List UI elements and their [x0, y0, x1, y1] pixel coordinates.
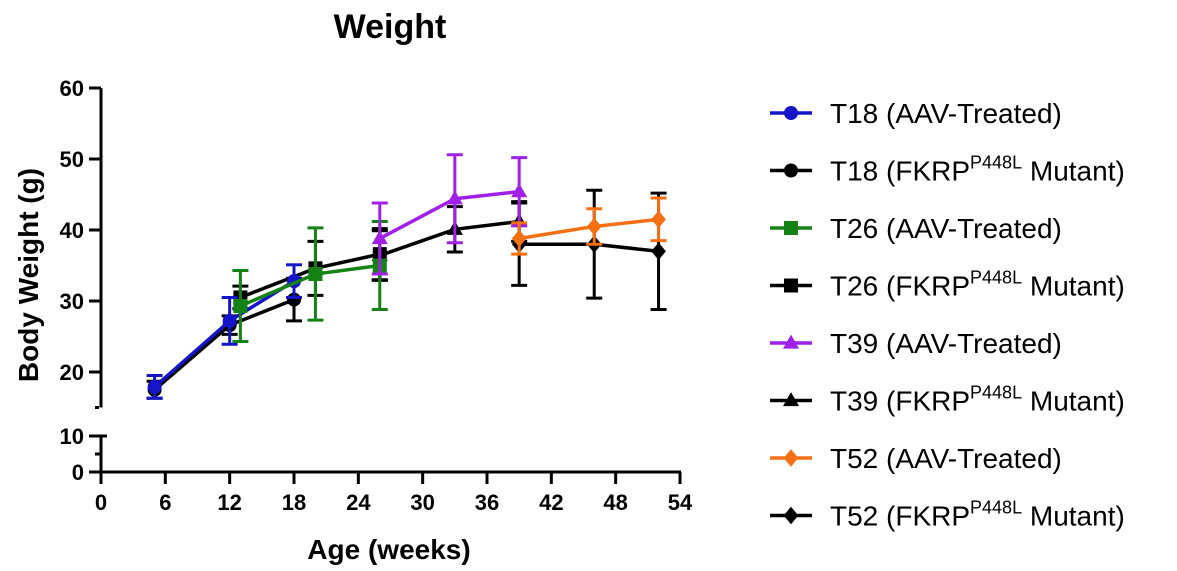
legend-item-8: T52 (FKRPP448L Mutant) — [770, 498, 1125, 532]
legend-item-3: T26 (AAV-Treated) — [770, 213, 1062, 244]
y-tick-label: 0 — [72, 460, 84, 485]
data-point-circle — [147, 379, 162, 394]
legend-label: T39 (FKRPP448L Mutant) — [830, 383, 1125, 417]
series-7 — [511, 196, 667, 256]
y-tick-label: 20 — [60, 360, 84, 385]
y-tick-label: 30 — [60, 289, 84, 314]
data-point-circle — [222, 313, 237, 328]
legend-label-text: T39 (FKRP — [830, 386, 970, 417]
legend-label: T26 (AAV-Treated) — [830, 213, 1062, 244]
legend-label-text: T52 (FKRP — [830, 501, 970, 532]
legend-item-6: T39 (FKRPP448L Mutant) — [770, 383, 1125, 417]
data-point-diamond — [511, 229, 527, 248]
x-tick-label: 6 — [159, 490, 171, 515]
y-tick-label: 10 — [60, 424, 84, 449]
y-tick-label: 40 — [60, 218, 84, 243]
legend-label-text: Mutant) — [1022, 156, 1125, 187]
series-6 — [371, 200, 528, 282]
data-point-diamond — [651, 210, 666, 229]
legend-label-superscript: P448L — [970, 498, 1022, 518]
x-tick-label: 36 — [475, 490, 499, 515]
series-5 — [371, 153, 528, 276]
legend-label-text: T26 (AAV-Treated) — [830, 213, 1062, 244]
plot-area — [146, 153, 667, 400]
legend-label-text: Mutant) — [1022, 501, 1125, 532]
legend-label-text: T26 (FKRP — [830, 271, 970, 302]
data-point-triangle — [782, 334, 800, 349]
legend-label-text: T52 (AAV-Treated) — [830, 443, 1062, 474]
legend-label-text: T18 (AAV-Treated) — [830, 98, 1062, 129]
data-point-square — [784, 221, 798, 235]
x-tick-label: 30 — [410, 490, 434, 515]
data-point-square — [308, 267, 323, 282]
chart-title: Weight — [334, 8, 447, 46]
legend-label-superscript: P448L — [970, 153, 1022, 173]
legend-label: T26 (FKRPP448L Mutant) — [830, 268, 1125, 302]
y-axis-label: Body Weight (g) — [13, 168, 44, 382]
data-point-diamond — [586, 217, 602, 236]
legend-label: T39 (AAV-Treated) — [830, 328, 1062, 359]
legend-item-1: T18 (AAV-Treated) — [770, 98, 1062, 129]
legend-label-text: Mutant) — [1022, 271, 1125, 302]
data-point-triangle — [371, 230, 388, 245]
data-point-circle — [784, 106, 798, 120]
data-point-triangle — [782, 392, 800, 407]
legend-label: T18 (AAV-Treated) — [830, 98, 1062, 129]
legend-item-4: T26 (FKRPP448L Mutant) — [770, 268, 1125, 302]
legend-label-superscript: P448L — [970, 268, 1022, 288]
legend-label: T18 (FKRPP448L Mutant) — [830, 153, 1125, 187]
legend-label-text: Mutant) — [1022, 386, 1125, 417]
x-tick-label: 12 — [217, 490, 241, 515]
data-point-diamond — [783, 506, 799, 525]
legend: T18 (AAV-Treated)T18 (FKRPP448L Mutant)T… — [770, 98, 1125, 532]
data-point-triangle — [511, 183, 528, 198]
x-tick-label: 42 — [539, 490, 563, 515]
data-point-triangle — [446, 190, 463, 205]
x-tick-label: 0 — [95, 490, 107, 515]
legend-label-superscript: P448L — [970, 383, 1022, 403]
legend-label-text: T18 (FKRP — [830, 156, 970, 187]
legend-item-5: T39 (AAV-Treated) — [770, 328, 1062, 359]
data-point-diamond — [783, 449, 799, 467]
legend-item-2: T18 (FKRPP448L Mutant) — [770, 153, 1125, 187]
data-point-circle — [784, 163, 798, 178]
data-point-diamond — [651, 242, 666, 261]
x-tick-label: 48 — [603, 490, 627, 515]
x-tick-label: 18 — [282, 490, 306, 515]
y-tick-label: 60 — [60, 76, 84, 101]
x-axis-label: Age (weeks) — [307, 534, 470, 565]
data-point-square — [233, 298, 248, 313]
series-line — [518, 217, 659, 241]
y-tick-label: 50 — [60, 147, 84, 172]
legend-label-text: T39 (AAV-Treated) — [830, 328, 1062, 359]
x-tick-label: 24 — [346, 490, 371, 515]
legend-label: T52 (FKRPP448L Mutant) — [830, 498, 1125, 532]
legend-label: T52 (AAV-Treated) — [830, 443, 1062, 474]
series-3 — [232, 219, 388, 343]
data-point-square — [784, 278, 798, 293]
x-tick-label: 54 — [668, 490, 693, 515]
legend-item-7: T52 (AAV-Treated) — [770, 443, 1062, 474]
axes: 0 10 20 30 40 50 60 0 6 12 18 24 30 36 42 48 54 — [60, 76, 693, 515]
